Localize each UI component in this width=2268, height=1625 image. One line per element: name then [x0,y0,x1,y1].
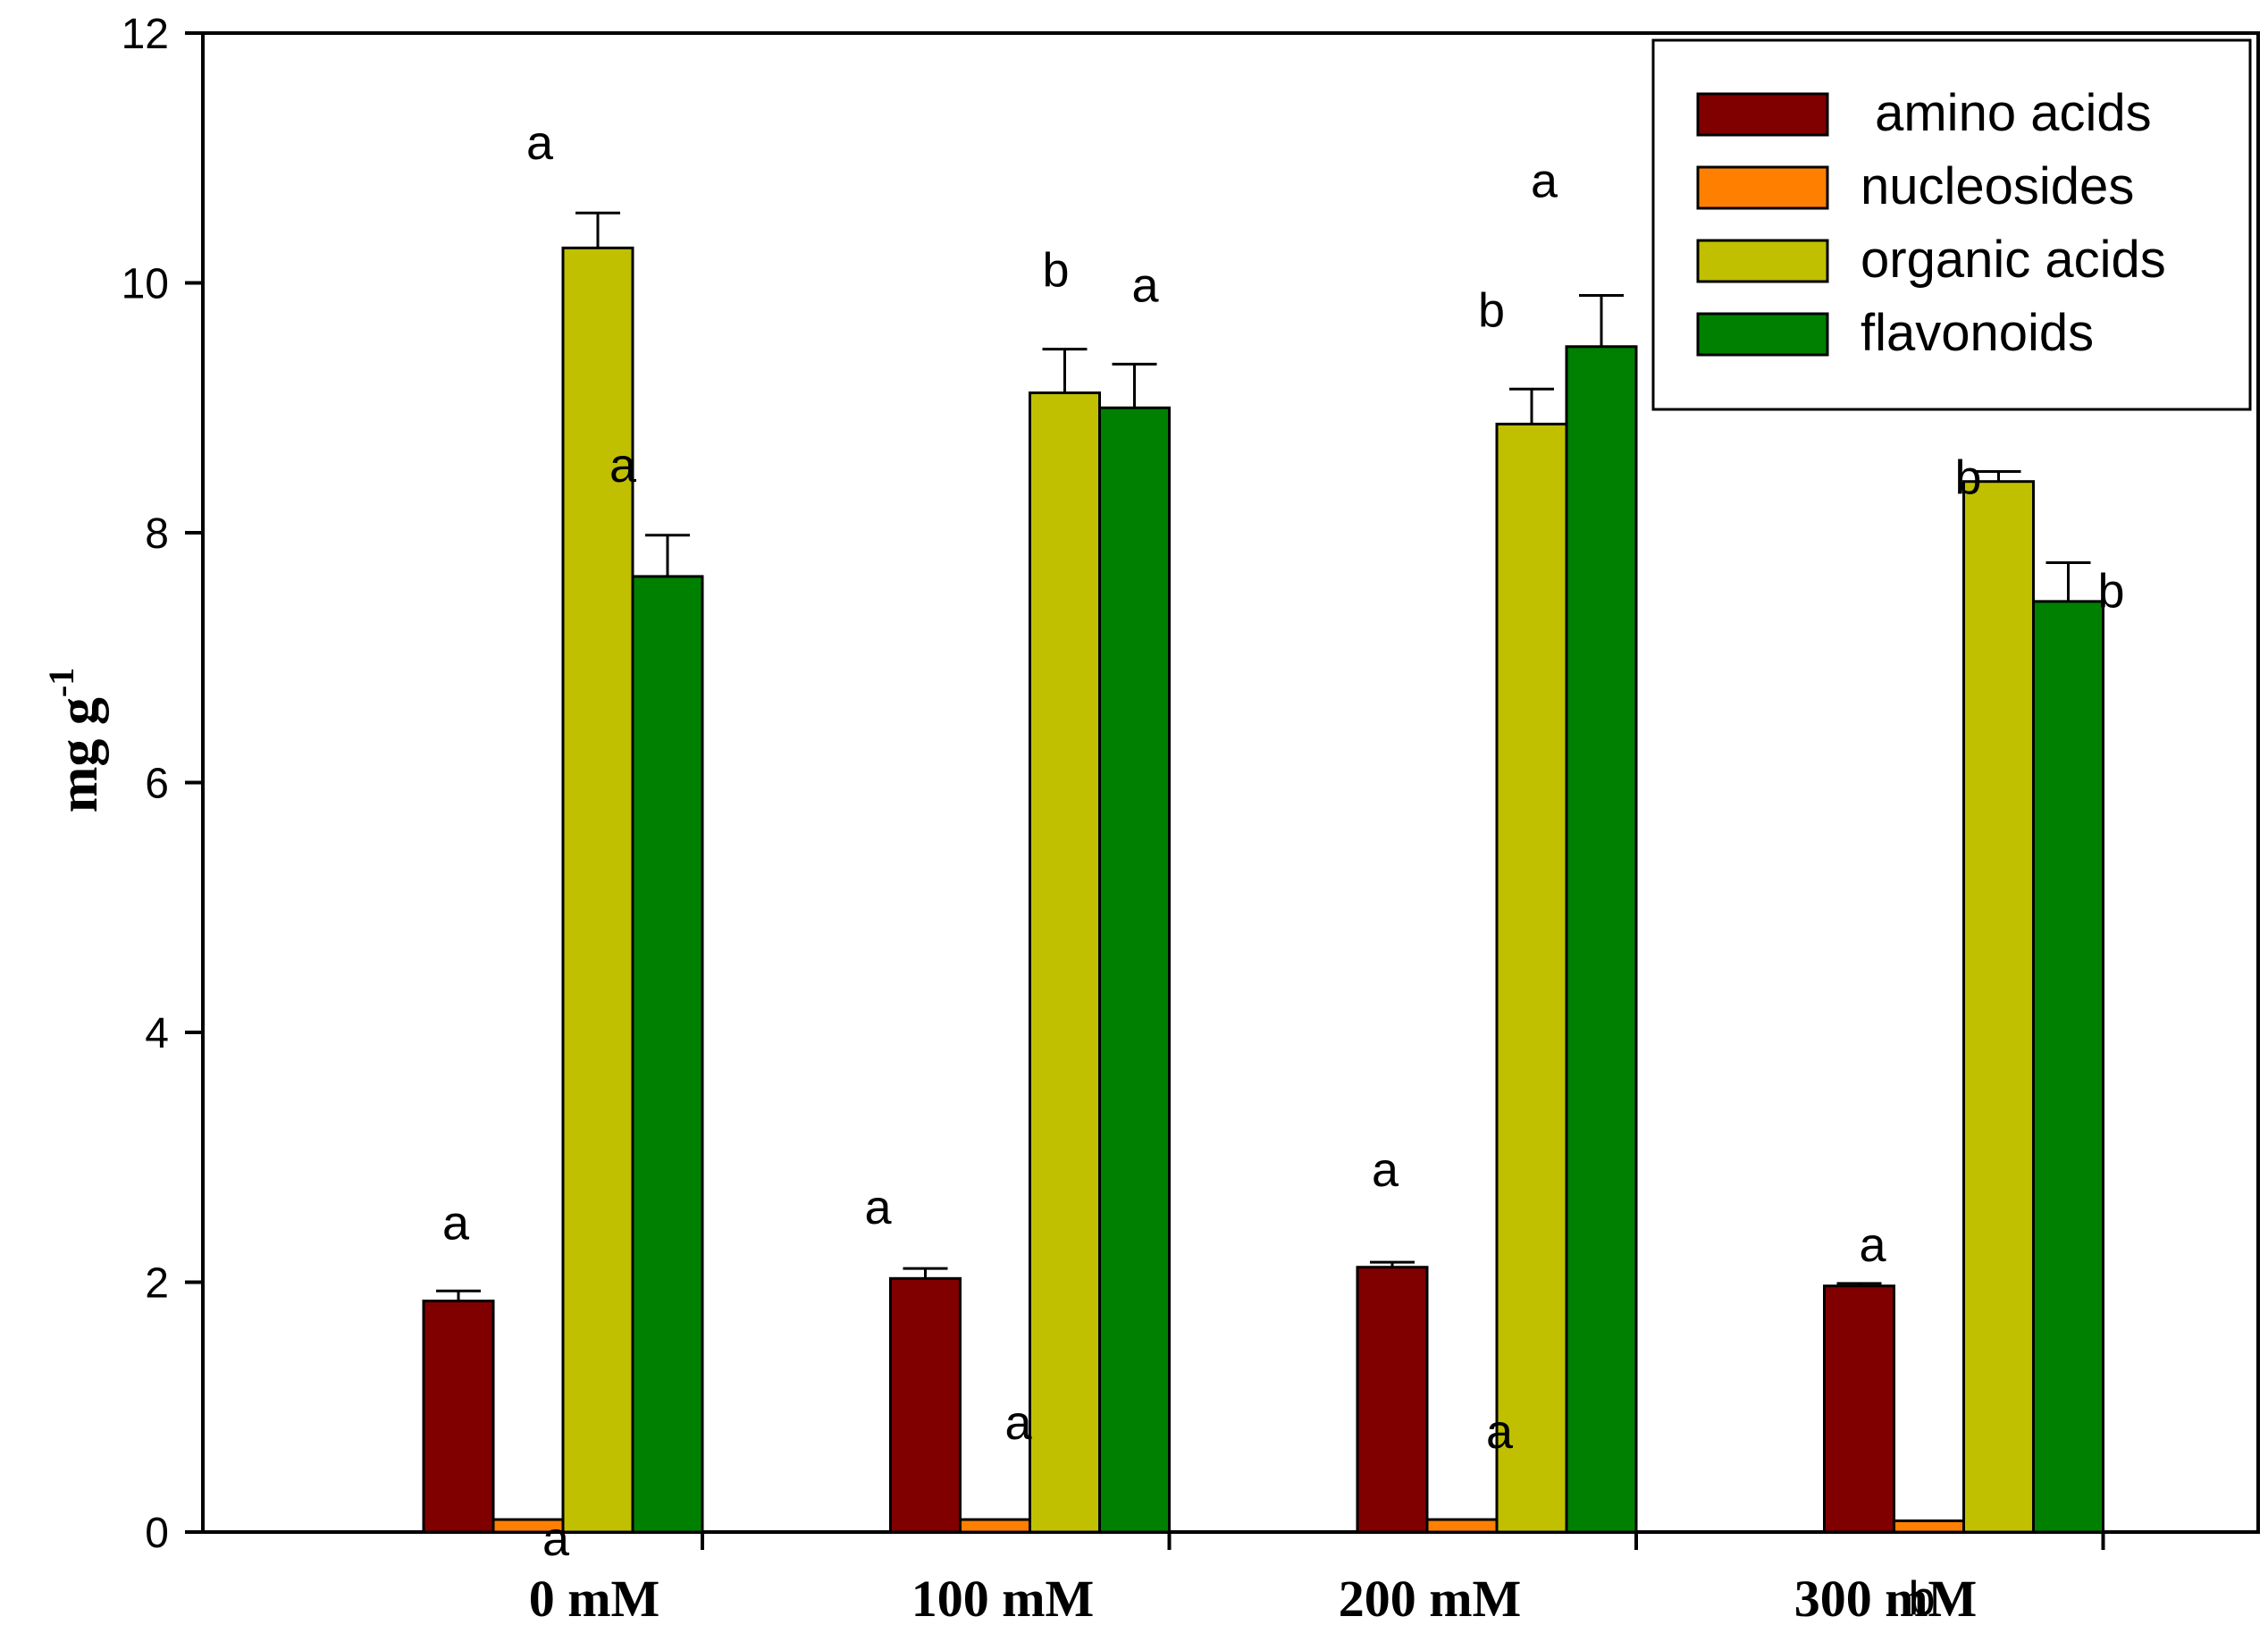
y-tick-label: 0 [145,1510,169,1557]
x-category-label: 200 mM [1339,1570,1522,1625]
bar [1356,1266,1429,1534]
bar [1029,391,1101,1534]
x-category-label: 100 mM [911,1570,1095,1625]
y-tick-label: 4 [145,1010,169,1057]
significance-label: a [1372,1143,1399,1197]
significance-label: a [1859,1218,1886,1272]
bar [1565,345,1638,1534]
significance-label: b [1478,283,1505,337]
bar [561,246,634,1534]
x-category-label: 0 mM [529,1570,660,1625]
y-tick-label: 2 [145,1260,169,1308]
x-axis: 0 mM 100 mM 200 mM 300 mM [529,1532,2105,1625]
significance-label: a [609,439,637,493]
y-axis-title-superscript: -1 [41,668,81,697]
significance-label: a [1004,1396,1032,1450]
bar [889,1276,962,1534]
legend-label: nucleosides [1861,157,2134,215]
bar [1495,422,1568,1534]
significance-label: a [542,1512,570,1566]
significance-label: a [864,1181,892,1234]
legend-label: organic acids [1861,231,2166,289]
bar [422,1299,495,1534]
bar [1893,1519,1965,1534]
bars-group [422,211,2104,1534]
y-tick-label: 12 [122,11,169,58]
significance-label: b [1954,451,1981,505]
y-tick-label: 10 [122,261,169,308]
bar [1962,480,2035,1534]
bar [1098,406,1171,1534]
significance-labels: a a a a a a b a a a b a a b b b [442,116,2125,1625]
legend-swatch [1696,312,1829,357]
legend: amino acids nucleosides organic acids flavo… [1651,38,2252,411]
significance-label: b [1042,244,1069,298]
legend-swatch [1696,239,1829,283]
x-category-label: 300 mM [1794,1570,1978,1625]
significance-label: b [2097,565,2124,619]
bar [959,1518,1031,1534]
y-tick-label: 6 [145,761,169,808]
y-axis: 0 2 4 6 8 10 12 [122,11,203,1557]
legend-swatch [1696,165,1829,210]
bar [1823,1284,1895,1534]
significance-label: a [526,116,554,170]
legend-swatch [1696,92,1829,137]
y-axis-title: mg g-1 [41,668,109,812]
legend-label: flavonoids [1861,304,2094,362]
significance-label: a [1131,258,1159,312]
bar [631,575,704,1534]
significance-label: a [442,1196,470,1250]
bar [1425,1518,1499,1534]
bar [2032,600,2104,1534]
significance-label: a [1486,1405,1514,1459]
y-tick-label: 8 [145,510,169,558]
significance-label: a [1531,154,1558,207]
y-axis-title-main: mg g [48,697,109,812]
significance-label: b [1908,1571,1935,1625]
legend-label: amino acids [1861,84,2152,142]
